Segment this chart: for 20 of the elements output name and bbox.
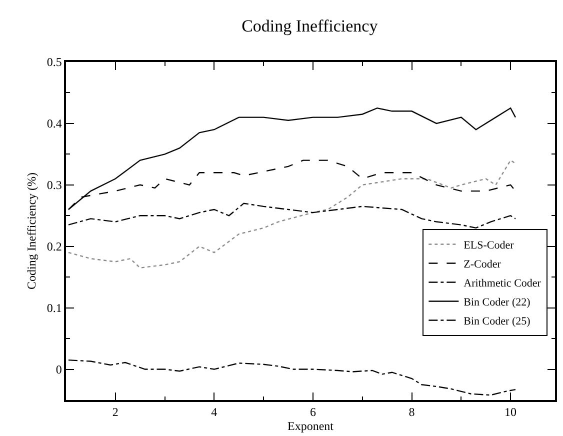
y-axis-title: Coding Inefficiency (%) xyxy=(24,172,39,290)
y-tick-label: 0.2 xyxy=(46,240,62,254)
legend-label: Z-Coder xyxy=(464,258,502,271)
y-tick-label: 0 xyxy=(56,362,62,376)
x-tick-label: 4 xyxy=(211,405,218,420)
y-tick-label: 0.4 xyxy=(46,116,62,131)
x-tick-label: 8 xyxy=(408,405,415,420)
legend-label: Bin Coder (22) xyxy=(464,296,531,309)
y-tick-label: 0.1 xyxy=(46,301,62,316)
y-tick-label: 0.3 xyxy=(46,178,62,192)
legend-label: Arithmetic Coder xyxy=(464,278,542,290)
chart-title: Coding Inefficiency xyxy=(242,16,378,36)
y-tick-label: 0.5 xyxy=(46,55,62,70)
x-axis-title: Exponent xyxy=(288,419,334,434)
legend-label: ELS-Coder xyxy=(464,240,514,252)
x-tick-label: 10 xyxy=(504,405,517,420)
x-tick-label: 2 xyxy=(112,405,118,420)
x-tick-label: 6 xyxy=(310,405,316,420)
legend-label: Bin Coder (25) xyxy=(464,316,531,328)
line-series xyxy=(68,160,516,268)
